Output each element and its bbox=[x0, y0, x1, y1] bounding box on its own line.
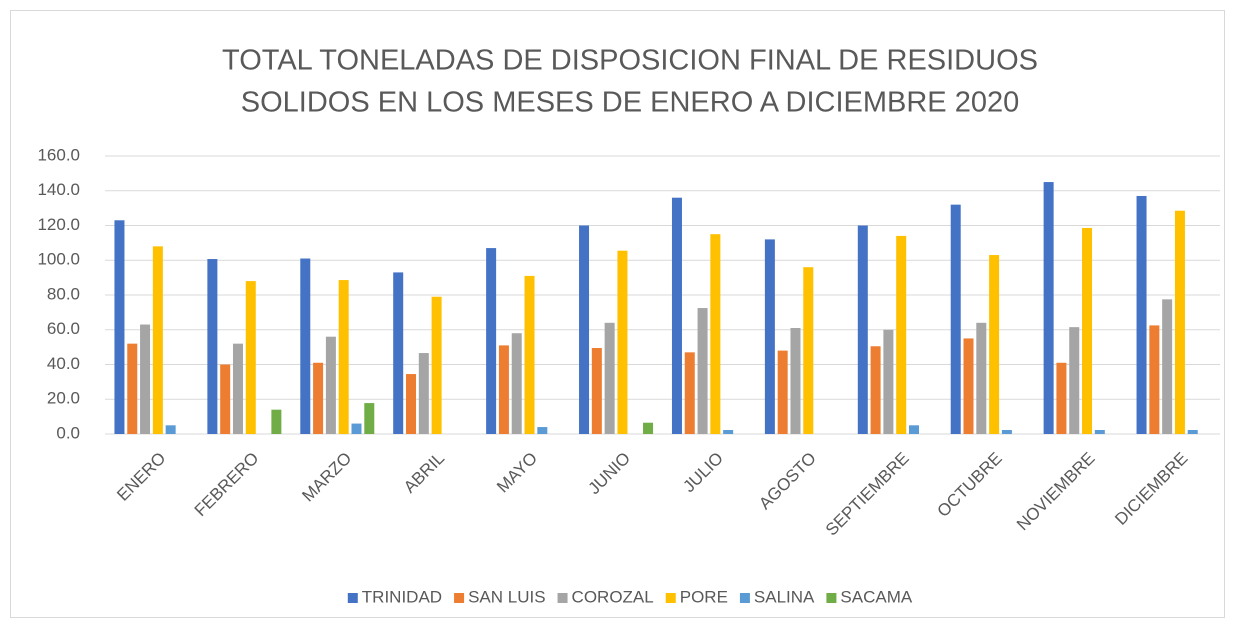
bar bbox=[963, 338, 974, 434]
y-tick-label: 20.0 bbox=[47, 389, 80, 408]
bar bbox=[220, 364, 231, 434]
bar bbox=[697, 308, 708, 434]
bar bbox=[591, 347, 602, 434]
bar bbox=[989, 255, 1000, 434]
bar bbox=[1187, 430, 1198, 434]
bar bbox=[511, 333, 522, 434]
bar bbox=[1162, 299, 1173, 434]
bar bbox=[351, 423, 362, 434]
bar bbox=[1136, 195, 1147, 434]
legend-label: SACAMA bbox=[840, 587, 912, 606]
bar bbox=[498, 345, 509, 434]
legend-label: COROZAL bbox=[572, 587, 654, 606]
legend-label: SAN LUIS bbox=[468, 587, 545, 606]
bar bbox=[245, 281, 256, 434]
bar bbox=[431, 296, 442, 434]
y-tick-label: 140.0 bbox=[37, 180, 80, 199]
y-tick-label: 160.0 bbox=[37, 145, 80, 164]
legend-label: SALINA bbox=[754, 587, 815, 606]
bar bbox=[524, 275, 535, 434]
bar bbox=[313, 362, 324, 434]
y-tick-label: 0.0 bbox=[56, 423, 80, 442]
bar bbox=[857, 225, 868, 434]
bar bbox=[790, 328, 801, 434]
legend-swatch bbox=[557, 593, 568, 603]
bar bbox=[486, 248, 497, 434]
bar bbox=[1001, 430, 1012, 434]
bar bbox=[723, 430, 734, 434]
bar bbox=[1174, 210, 1185, 434]
bar bbox=[207, 259, 218, 434]
y-tick-label: 80.0 bbox=[47, 284, 80, 303]
legend-label: TRINIDAD bbox=[362, 587, 442, 606]
bar bbox=[537, 427, 548, 434]
bar bbox=[300, 258, 311, 434]
bar bbox=[1149, 325, 1160, 434]
legend-swatch bbox=[454, 593, 465, 603]
bar bbox=[364, 403, 375, 434]
bar bbox=[777, 350, 788, 434]
bar bbox=[127, 343, 138, 434]
bar bbox=[896, 235, 907, 434]
bar bbox=[418, 353, 429, 434]
y-tick-label: 100.0 bbox=[37, 250, 80, 269]
bar bbox=[1082, 227, 1093, 434]
bar bbox=[617, 250, 628, 434]
bar bbox=[165, 425, 176, 434]
bar bbox=[908, 425, 919, 434]
chart-title: SOLIDOS EN LOS MESES DE ENERO A DICIEMBR… bbox=[241, 87, 1019, 119]
y-tick-label: 120.0 bbox=[37, 215, 80, 234]
bar bbox=[671, 197, 682, 434]
bar bbox=[976, 322, 987, 434]
bar bbox=[764, 239, 775, 434]
bar bbox=[152, 246, 163, 434]
bar bbox=[338, 280, 349, 434]
bar bbox=[1094, 430, 1105, 434]
bar bbox=[643, 422, 654, 434]
chart-title: TOTAL TONELADAS DE DISPOSICION FINAL DE … bbox=[222, 45, 1038, 77]
y-tick-label: 60.0 bbox=[47, 319, 80, 338]
bar bbox=[325, 336, 336, 434]
bar bbox=[393, 272, 404, 434]
bar bbox=[710, 234, 721, 434]
legend-swatch bbox=[665, 593, 676, 603]
y-tick-label: 40.0 bbox=[47, 354, 80, 373]
bar bbox=[114, 220, 125, 434]
legend-swatch bbox=[826, 593, 837, 603]
bar bbox=[1056, 362, 1067, 434]
legend-label: PORE bbox=[680, 587, 728, 606]
bar bbox=[140, 324, 151, 434]
bar bbox=[604, 322, 615, 434]
bar bbox=[684, 352, 695, 434]
legend-swatch bbox=[739, 593, 750, 603]
bar bbox=[271, 409, 282, 434]
legend-swatch bbox=[347, 593, 358, 603]
bar bbox=[883, 329, 894, 434]
bar bbox=[803, 267, 814, 434]
bar bbox=[1043, 182, 1054, 434]
bar bbox=[406, 374, 417, 434]
bar bbox=[870, 346, 881, 434]
bar bbox=[579, 225, 590, 434]
bar bbox=[232, 343, 243, 434]
bar bbox=[950, 204, 961, 434]
bar bbox=[1069, 327, 1080, 434]
